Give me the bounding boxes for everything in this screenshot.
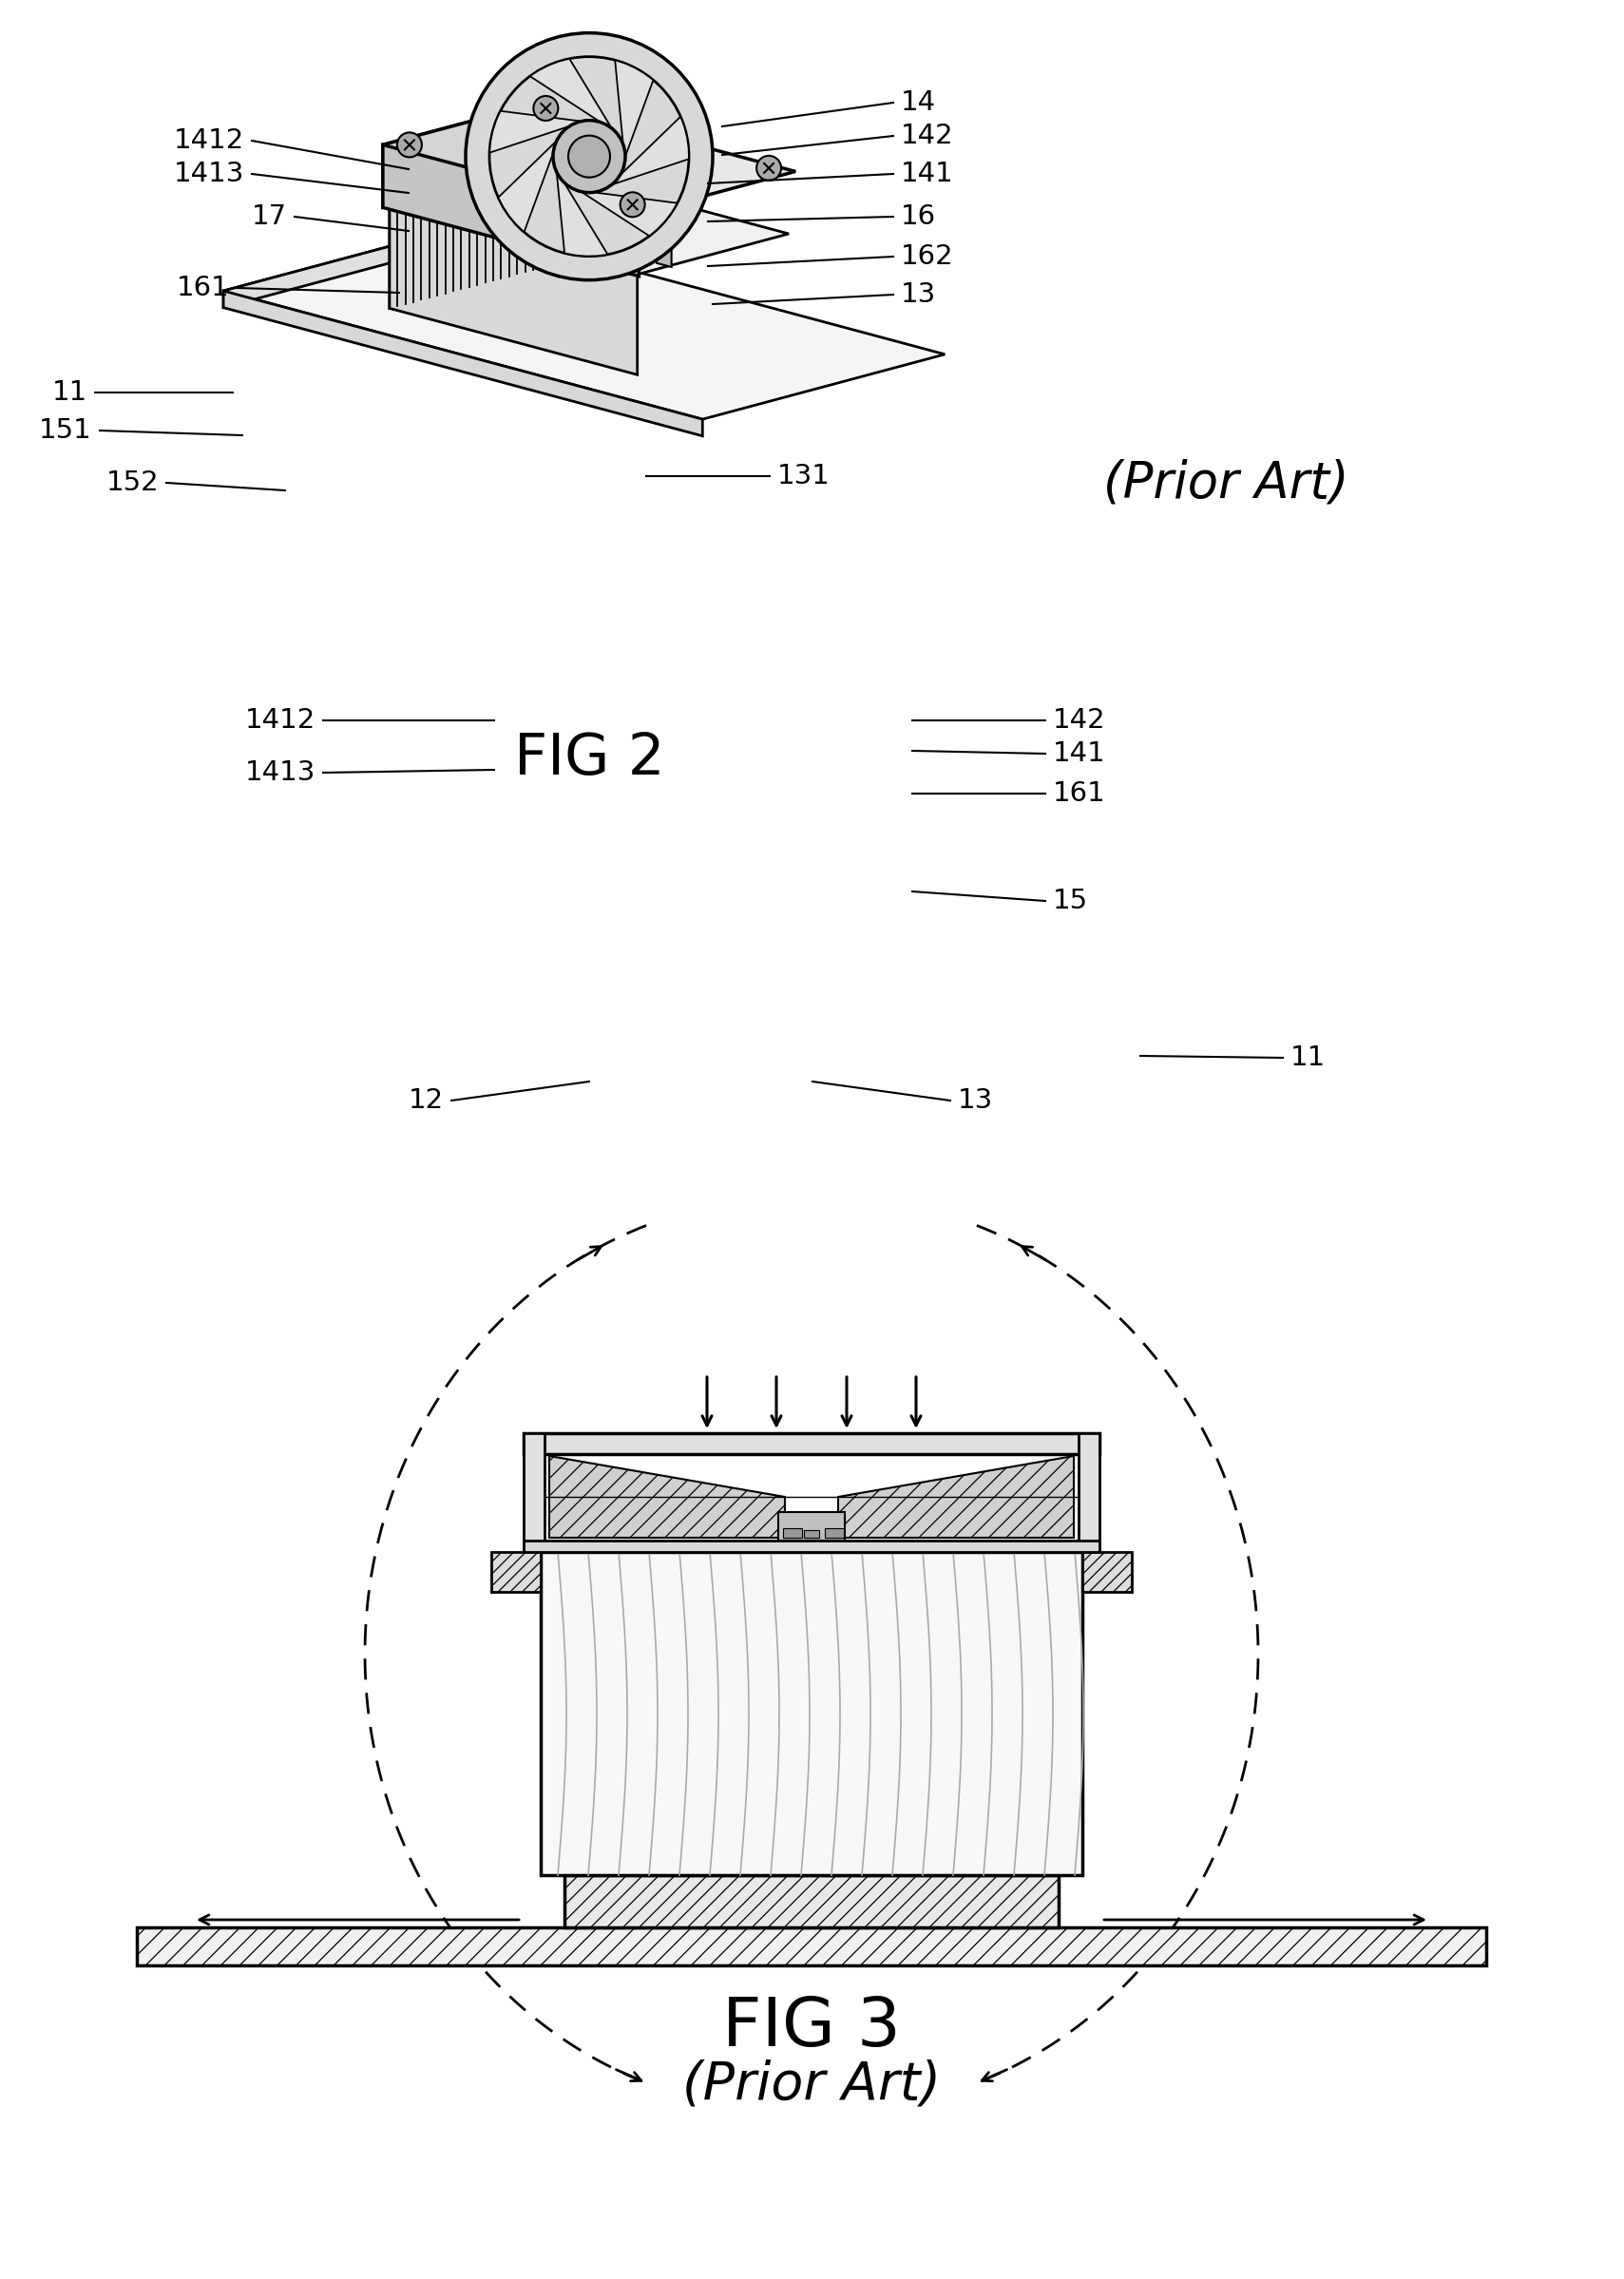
Polygon shape (838, 1456, 1073, 1538)
Text: 12: 12 (409, 1087, 443, 1114)
Polygon shape (581, 191, 677, 237)
Text: 142: 142 (901, 123, 953, 148)
Text: 161: 161 (177, 276, 231, 301)
Circle shape (466, 32, 713, 280)
Bar (523, 1433, 544, 1552)
Bar (541, 1552, 1082, 1876)
Polygon shape (615, 59, 653, 157)
Circle shape (398, 132, 422, 157)
Text: 152: 152 (106, 469, 159, 497)
Circle shape (554, 121, 625, 194)
Text: 162: 162 (901, 244, 953, 269)
Circle shape (757, 155, 781, 180)
Text: 1412: 1412 (174, 128, 244, 155)
Bar (1078, 1433, 1099, 1552)
Text: 141: 141 (901, 160, 953, 187)
Bar (492, 1552, 541, 1591)
Text: 1412: 1412 (245, 706, 315, 734)
Text: 1413: 1413 (245, 759, 315, 786)
Circle shape (568, 134, 611, 178)
Polygon shape (390, 207, 637, 374)
Text: 14: 14 (901, 89, 935, 116)
Text: FIG 2: FIG 2 (513, 729, 664, 786)
Text: 161: 161 (1052, 779, 1106, 807)
Polygon shape (557, 173, 607, 255)
Bar (565, 1876, 1059, 1928)
Bar (523, 1541, 1099, 1552)
Text: 11: 11 (52, 378, 88, 406)
Polygon shape (499, 141, 557, 232)
Polygon shape (612, 116, 689, 185)
Text: 11: 11 (1291, 1044, 1325, 1071)
Polygon shape (383, 146, 638, 276)
Bar (804, 1529, 818, 1538)
Polygon shape (390, 166, 789, 273)
Text: 17: 17 (252, 203, 287, 230)
Text: 131: 131 (778, 463, 830, 490)
Text: 141: 141 (1052, 741, 1106, 768)
Circle shape (620, 191, 645, 217)
Text: (Prior Art): (Prior Art) (1104, 458, 1350, 508)
Polygon shape (224, 292, 703, 435)
Bar (1082, 1552, 1132, 1591)
Text: FIG 3: FIG 3 (723, 1994, 901, 2060)
Text: 151: 151 (39, 417, 93, 444)
Text: 1413: 1413 (174, 160, 244, 187)
Bar (136, 1928, 1486, 1964)
Text: 16: 16 (901, 203, 935, 230)
Polygon shape (489, 112, 581, 153)
Text: 13: 13 (958, 1087, 994, 1114)
Bar (825, 1529, 844, 1538)
Polygon shape (390, 166, 541, 308)
Polygon shape (224, 226, 945, 419)
Polygon shape (383, 103, 539, 207)
Polygon shape (224, 226, 466, 308)
Polygon shape (529, 59, 612, 128)
Bar (778, 1511, 844, 1541)
Bar (523, 1433, 1099, 1454)
Polygon shape (383, 103, 796, 214)
Text: (Prior Art): (Prior Art) (682, 2058, 940, 2110)
Bar (783, 1529, 802, 1538)
Text: 15: 15 (1052, 887, 1088, 914)
Text: 142: 142 (1052, 706, 1106, 734)
Polygon shape (549, 1456, 784, 1538)
Polygon shape (656, 246, 671, 267)
Circle shape (533, 96, 559, 121)
Text: 13: 13 (901, 280, 937, 308)
